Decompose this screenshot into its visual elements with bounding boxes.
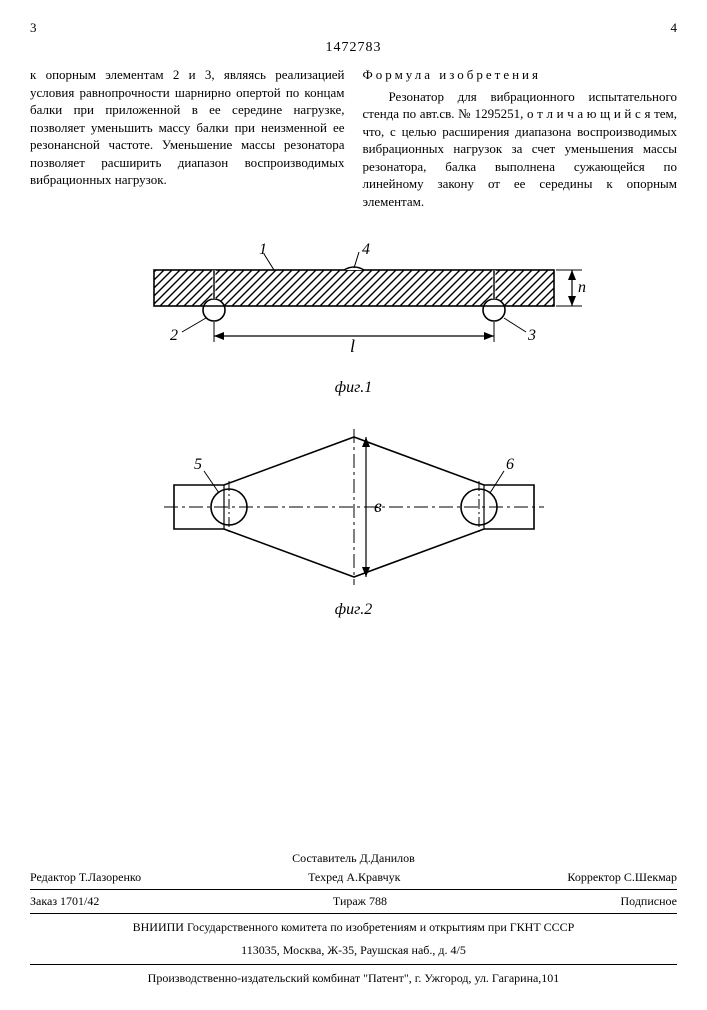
page: 3 4 1472783 к опорным элементам 2 и 3, я…: [0, 0, 707, 1010]
fig1-callout-1: 1: [259, 241, 267, 258]
footer-circulation: Тираж 788: [333, 894, 387, 909]
fig2-dim-v: в: [374, 496, 382, 516]
figure-1: 1 4 2 3 l n: [114, 240, 594, 375]
figure-2: 5 6 в: [134, 427, 574, 597]
fig2-callout-6: 6: [506, 456, 514, 473]
fig1-callout-3: 3: [527, 327, 536, 344]
page-num-right: 4: [671, 20, 678, 36]
header-page-numbers: 3 4: [30, 20, 677, 36]
fig1-dim-l: l: [350, 336, 355, 356]
figures-block: 1 4 2 3 l n фиг.1: [30, 240, 677, 619]
footer-org1: ВНИИПИ Государственного комитета по изоб…: [30, 916, 677, 939]
right-column: Формула изобретения Резонатор для вибрац…: [363, 66, 678, 210]
footer-editor: Редактор Т.Лазоренко: [30, 870, 141, 885]
formula-title: Формула изобретения: [363, 66, 678, 84]
footer-corrector: Корректор С.Шекмар: [567, 870, 677, 885]
fig1-callout-2: 2: [170, 327, 178, 344]
text-columns: к опорным элементам 2 и 3, являясь реали…: [30, 66, 677, 210]
footer-tech: Техред А.Кравчук: [308, 870, 400, 885]
patent-number: 1472783: [30, 40, 677, 56]
fig1-callout-4: 4: [362, 241, 370, 258]
fig1-label: фиг.1: [30, 379, 677, 397]
left-column-body: к опорным элементам 2 и 3, являясь реали…: [30, 67, 345, 187]
footer-block: Составитель Д.Данилов Редактор Т.Лазорен…: [30, 849, 677, 990]
footer-order: Заказ 1701/42: [30, 894, 99, 909]
fig2-callout-5: 5: [194, 456, 202, 473]
left-column: к опорным элементам 2 и 3, являясь реали…: [30, 66, 345, 210]
fig2-label: фиг.2: [30, 601, 677, 619]
right-column-body: Резонатор для вибрационного испытательно…: [363, 88, 678, 211]
footer-compiler: Составитель Д.Данилов: [292, 851, 415, 866]
footer-addr1: 113035, Москва, Ж-35, Раушская наб., д. …: [30, 939, 677, 962]
page-num-left: 3: [30, 20, 37, 36]
fig1-dim-n: n: [578, 279, 586, 296]
footer-subscription: Подписное: [621, 894, 678, 909]
footer-org2: Производственно-издательский комбинат "П…: [30, 967, 677, 990]
